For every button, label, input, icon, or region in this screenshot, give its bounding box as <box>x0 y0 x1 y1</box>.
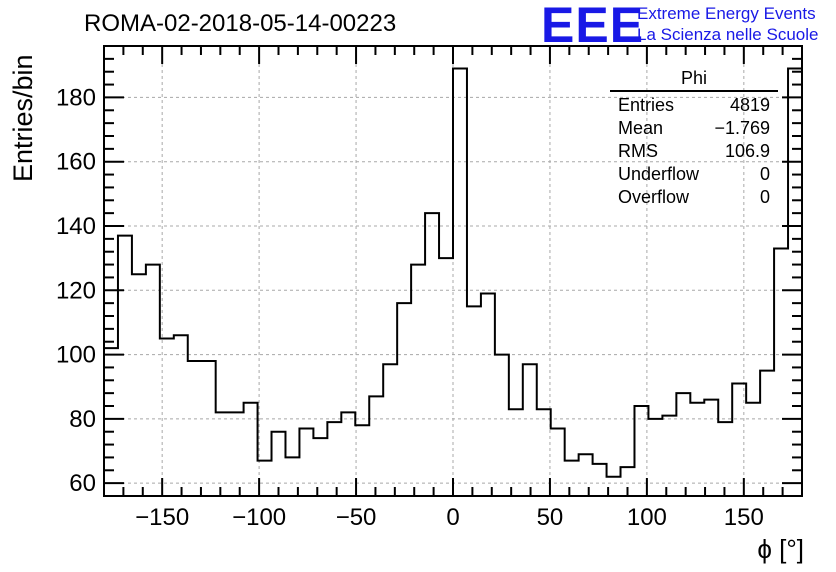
histogram-bin <box>774 249 788 497</box>
stats-row-mean: Mean −1.769 <box>610 117 778 140</box>
y-tick-label: 100 <box>56 342 96 369</box>
stats-row-entries: Entries 4819 <box>610 94 778 117</box>
y-axis-label: Entries/bin <box>8 54 38 182</box>
histogram-bin <box>690 403 704 496</box>
histogram-bin <box>509 409 523 496</box>
histogram-bin <box>118 236 132 496</box>
histogram-bin <box>495 355 509 496</box>
histogram-bin <box>313 438 327 496</box>
eee-logo: EEE <box>541 0 645 53</box>
histogram-bin <box>216 412 230 496</box>
logo-line-2: La Scienza nelle Scuole <box>637 25 819 44</box>
axis-ticks <box>103 45 803 496</box>
stats-title: Phi <box>610 68 778 92</box>
stats-row-overflow: Overflow 0 <box>610 186 778 209</box>
histogram-bin <box>299 429 313 497</box>
stats-label: Entries <box>618 95 675 115</box>
histogram-bin <box>760 371 774 496</box>
y-tick-label: 180 <box>56 84 96 111</box>
x-tick-label: 50 <box>537 504 564 531</box>
histogram-bin <box>593 464 607 496</box>
histogram-bin <box>439 258 453 496</box>
x-tick-label: 0 <box>446 504 459 531</box>
y-tick-label: 140 <box>56 213 96 240</box>
stats-value: 0 <box>759 187 770 207</box>
histogram-bin <box>704 400 718 496</box>
histogram-bin <box>202 361 216 496</box>
logo-line-1: Extreme Energy Events <box>637 4 816 23</box>
stats-label: RMS <box>618 141 658 161</box>
histogram-bin <box>244 403 258 496</box>
histogram-bin <box>411 265 425 496</box>
x-tick-label: −50 <box>336 504 377 531</box>
stats-value: 0 <box>759 164 770 184</box>
x-tick-label: −150 <box>135 504 189 531</box>
histogram-bin <box>397 303 411 496</box>
histogram-bin <box>579 454 593 496</box>
stats-value: 4819 <box>729 95 770 115</box>
histogram-bin <box>104 348 118 496</box>
y-tick-label: 80 <box>69 406 96 433</box>
histogram-bin <box>467 306 481 496</box>
stats-label: Overflow <box>618 187 690 207</box>
histogram-bin <box>565 461 579 496</box>
stats-label: Underflow <box>618 164 700 184</box>
x-tick-label: 150 <box>724 504 764 531</box>
x-tick-label: 100 <box>627 504 667 531</box>
stats-row-underflow: Underflow 0 <box>610 163 778 186</box>
stats-value: 106.9 <box>724 141 770 161</box>
axis-tick-labels: −150 −100 −50 0 50 100 150 60 80 100 120 140 160 180 <box>56 84 764 531</box>
stats-value: −1.769 <box>714 118 770 138</box>
histogram-bin <box>188 361 202 496</box>
y-tick-label: 60 <box>69 470 96 497</box>
histogram-bin <box>272 432 286 496</box>
histogram-bin <box>523 364 537 496</box>
y-tick-label: 120 <box>56 277 96 304</box>
histogram-bin <box>718 422 732 496</box>
histogram-bin <box>746 403 760 496</box>
histogram-bin <box>551 429 565 497</box>
histogram-bin <box>676 393 690 496</box>
histogram-bin <box>160 339 174 497</box>
histogram-bin <box>662 416 676 496</box>
histogram-outline <box>104 67 802 478</box>
stats-box: Phi Entries 4819 Mean −1.769 RMS 106.9 U… <box>610 68 778 209</box>
histogram-bin <box>230 412 244 496</box>
histogram-bin <box>369 396 383 496</box>
histogram-bin <box>341 412 355 496</box>
histogram-bin <box>648 419 662 496</box>
histogram-bin <box>146 265 160 496</box>
y-tick-label: 160 <box>56 149 96 176</box>
histogram-bin <box>425 213 439 496</box>
x-axis-label: ϕ [°] <box>757 534 804 564</box>
histogram-bars <box>104 67 802 497</box>
stats-row-rms: RMS 106.9 <box>610 140 778 163</box>
histogram-bin <box>355 425 369 496</box>
histogram-bin <box>481 294 495 497</box>
x-tick-label: −100 <box>232 504 286 531</box>
stats-label: Mean <box>618 118 664 138</box>
chart-title: ROMA-02-2018-05-14-00223 <box>84 10 397 37</box>
histogram-bin <box>327 422 341 496</box>
histogram-bin <box>383 364 397 496</box>
histogram-bin <box>132 274 146 496</box>
histogram-bin <box>453 69 467 497</box>
histogram-bin <box>537 409 551 496</box>
histogram-bin <box>174 335 188 496</box>
